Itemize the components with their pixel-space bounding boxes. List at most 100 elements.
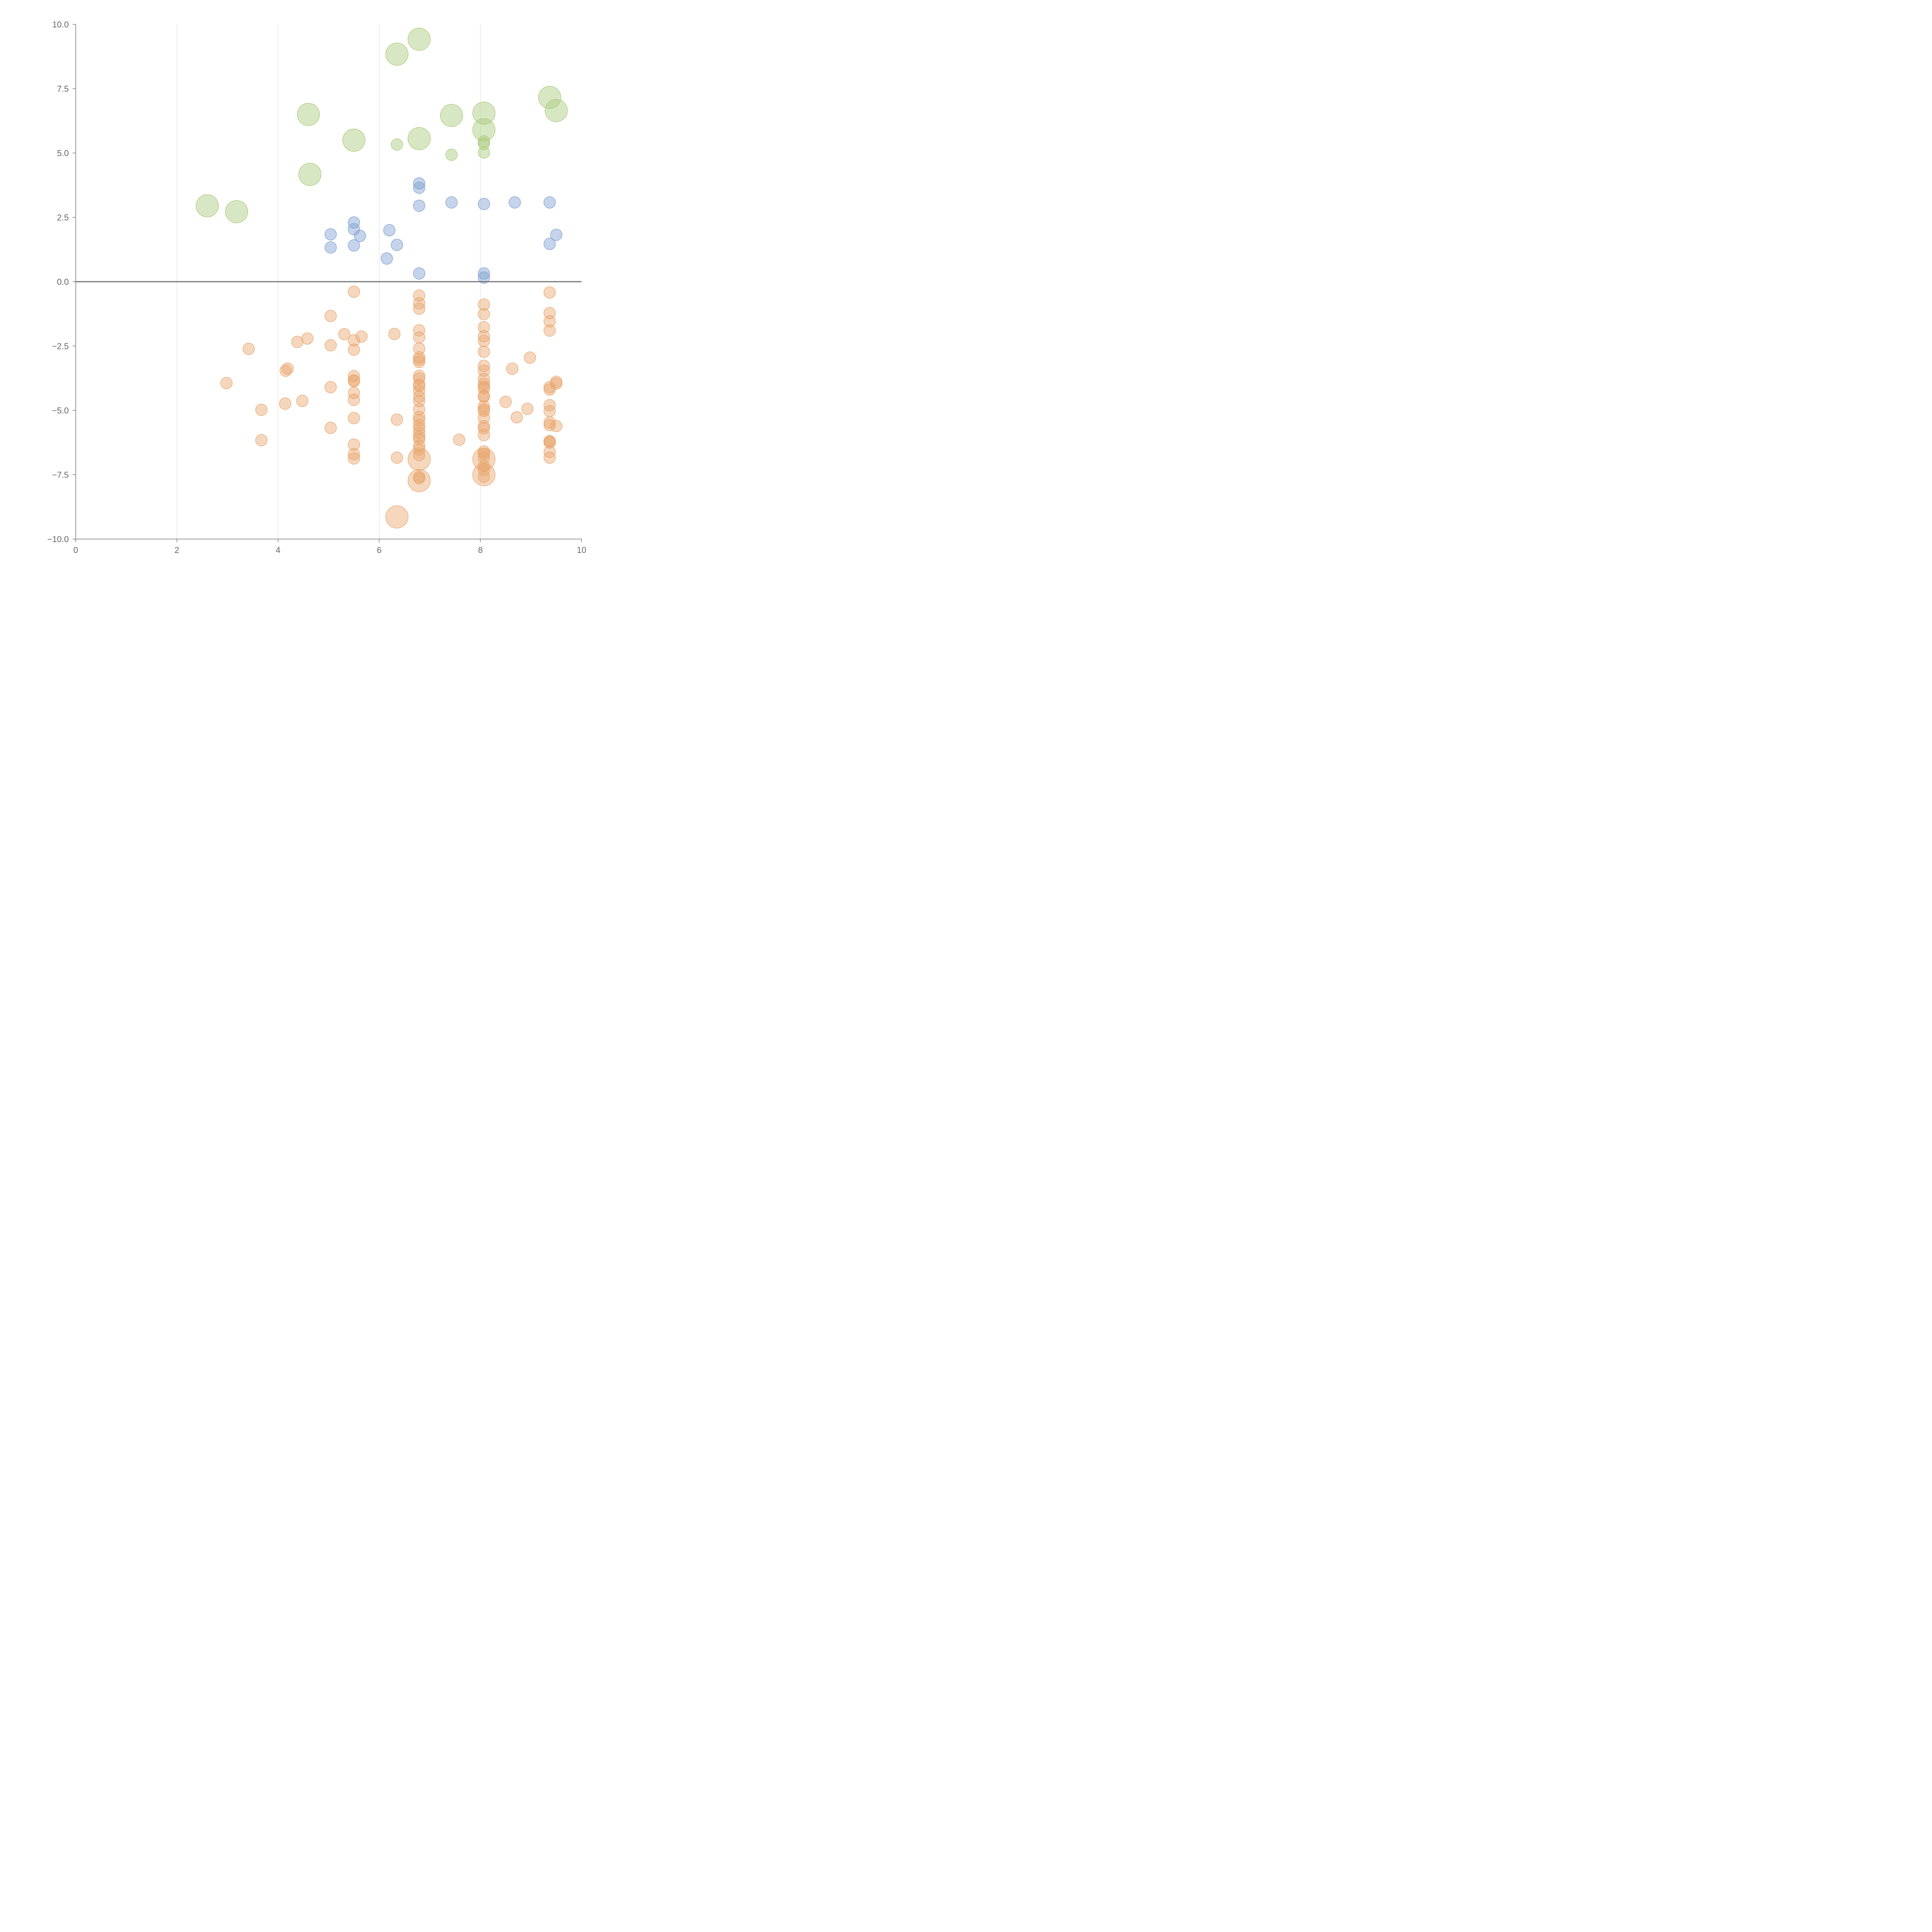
data-point-series-1: [478, 135, 490, 148]
data-point-series-3: [348, 412, 360, 424]
x-tick-label: 2: [175, 545, 179, 555]
data-point-series-3: [506, 362, 519, 375]
y-tick-label: 2.5: [57, 213, 69, 223]
data-point-series-3: [255, 434, 268, 447]
data-point-series-3: [348, 286, 360, 298]
data-point-series-1: [297, 103, 320, 126]
data-point-series-3: [242, 343, 255, 355]
data-point-series-3: [413, 449, 425, 461]
data-point-series-2: [478, 198, 490, 210]
data-point-series-3: [348, 344, 360, 356]
data-point-series-3: [550, 420, 563, 432]
data-point-series-3: [338, 328, 350, 340]
data-point-series-3: [324, 422, 337, 434]
data-point-series-3: [478, 321, 490, 333]
data-point-series-3: [413, 324, 425, 337]
data-point-series-2: [413, 182, 425, 194]
data-point-series-3: [220, 377, 233, 389]
data-point-series-3: [550, 377, 563, 390]
data-point-series-3: [521, 403, 534, 415]
data-point-series-2: [413, 177, 425, 190]
data-point-series-1: [472, 118, 496, 141]
data-point-series-3: [478, 330, 490, 342]
data-point-series-3: [543, 324, 556, 337]
data-point-series-2: [391, 239, 403, 251]
x-tick-label: 10: [577, 545, 586, 555]
data-point-series-2: [445, 196, 458, 209]
data-point-series-1: [298, 163, 321, 186]
data-point-series-3: [279, 397, 291, 410]
data-point-series-3: [478, 298, 490, 311]
data-point-series-3: [391, 413, 403, 426]
data-point-series-2: [324, 228, 337, 241]
data-point-series-3: [413, 297, 425, 310]
scatter-chart: 0 2 4 6 8 10 10.0 7.5 5.0 2.5 0.0 −2.5 −5.0 −7.5 −10.0: [47, 20, 586, 555]
data-point-series-3: [543, 286, 556, 299]
y-tick-label: 5.0: [57, 148, 69, 158]
data-point-series-3: [510, 411, 523, 423]
x-tick-label: 8: [478, 545, 483, 555]
y-tick-label: −7.5: [52, 470, 69, 480]
data-point-series-2: [413, 199, 425, 212]
data-point-series-3: [408, 447, 431, 471]
data-point-series-2: [383, 224, 396, 236]
data-point-series-3: [281, 362, 294, 375]
data-point-series-3: [348, 370, 360, 383]
x-tick-label: 6: [377, 545, 381, 555]
data-point-series-3: [524, 351, 536, 364]
data-point-series-2: [348, 216, 360, 229]
data-points: [196, 27, 568, 529]
y-tick-label: −10.0: [47, 534, 69, 544]
data-point-series-1: [538, 86, 561, 109]
data-point-series-3: [499, 396, 512, 408]
data-point-series-3: [355, 330, 368, 343]
data-point-series-3: [413, 427, 425, 439]
data-point-series-3: [413, 356, 425, 368]
data-point-series-2: [478, 271, 490, 284]
data-point-series-1: [478, 146, 490, 159]
data-point-series-3: [291, 336, 304, 348]
x-tick-label: 0: [73, 545, 78, 555]
data-point-series-2: [550, 229, 563, 241]
data-point-series-2: [348, 223, 360, 235]
data-point-series-3: [324, 310, 337, 322]
data-point-series-3: [348, 438, 360, 451]
data-point-series-1: [408, 127, 431, 150]
data-point-series-3: [388, 328, 401, 340]
data-point-series-3: [413, 472, 425, 485]
data-point-series-3: [543, 419, 556, 431]
data-point-series-2: [478, 267, 490, 280]
y-tick-label: −2.5: [52, 342, 69, 351]
data-point-series-3: [348, 334, 360, 347]
data-point-series-1: [391, 138, 403, 151]
y-tick-label: 0.0: [57, 277, 69, 287]
data-point-series-3: [453, 434, 465, 446]
data-point-series-3: [324, 381, 337, 393]
data-point-series-3: [478, 460, 490, 473]
data-point-series-3: [543, 405, 556, 417]
data-point-series-2: [381, 252, 393, 265]
data-point-series-3: [413, 331, 425, 344]
data-point-series-3: [279, 364, 292, 377]
y-tick-label: 7.5: [57, 84, 69, 94]
data-point-series-3: [472, 463, 496, 486]
data-point-series-3: [413, 379, 425, 392]
data-point-series-3: [478, 360, 490, 372]
data-point-series-3: [543, 416, 556, 429]
data-point-series-2: [543, 238, 556, 250]
data-point-series-3: [478, 378, 490, 390]
data-point-series-2: [509, 196, 521, 209]
data-point-series-1: [196, 194, 219, 218]
data-point-series-3: [385, 505, 408, 529]
data-point-series-3: [413, 303, 425, 315]
data-point-series-3: [413, 372, 425, 385]
data-point-series-3: [478, 345, 490, 358]
data-point-series-2: [348, 239, 360, 252]
data-point-series-3: [296, 395, 309, 407]
data-point-series-3: [478, 422, 490, 435]
data-point-series-1: [408, 27, 431, 51]
data-point-series-3: [478, 464, 490, 476]
data-point-series-3: [413, 370, 425, 382]
data-point-series-1: [544, 99, 568, 122]
data-point-series-2: [413, 267, 425, 280]
